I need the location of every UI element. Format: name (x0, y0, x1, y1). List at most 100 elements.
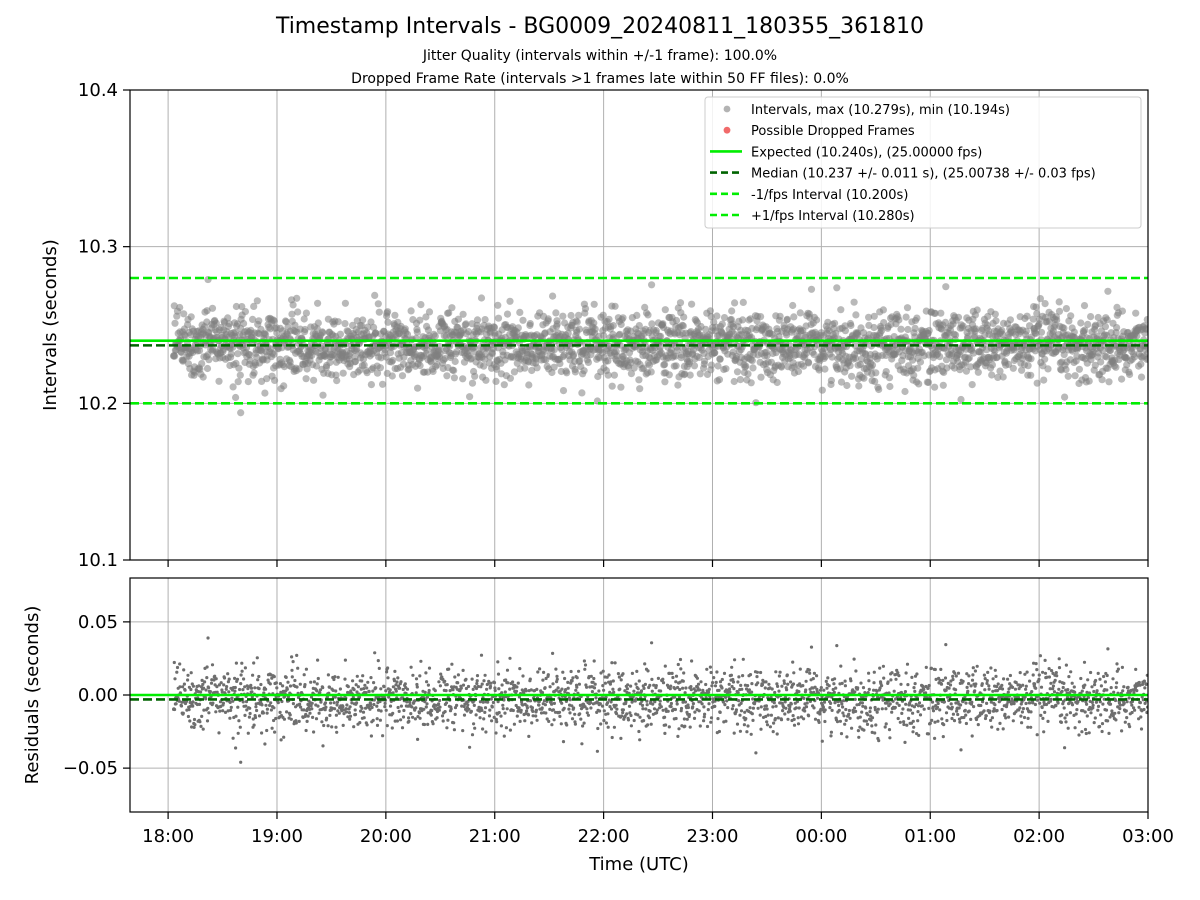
residual-point (901, 707, 905, 711)
residual-point (414, 706, 418, 710)
residual-point (785, 688, 789, 692)
interval-point (1006, 316, 1015, 324)
residual-point (676, 662, 680, 667)
interval-point (334, 318, 342, 326)
residual-point (489, 697, 493, 701)
residual-point (619, 736, 623, 741)
interval-point (1075, 365, 1083, 373)
interval-point (911, 324, 919, 332)
interval-point (860, 374, 868, 382)
residual-point (811, 677, 815, 681)
residual-point (263, 742, 267, 746)
residual-point (248, 706, 252, 710)
residual-point (360, 679, 364, 683)
interval-point (261, 389, 269, 397)
residual-point (274, 681, 278, 685)
residual-point (351, 679, 355, 683)
interval-point (563, 369, 571, 377)
residual-point (273, 730, 277, 734)
residual-point (825, 686, 829, 690)
interval-point (1133, 332, 1141, 340)
interval-point (852, 354, 860, 362)
residual-point (198, 720, 202, 724)
residual-point (817, 720, 821, 725)
residual-point (764, 714, 768, 719)
residual-point (475, 681, 479, 686)
residual-point (205, 719, 210, 723)
residual-point (543, 703, 548, 707)
interval-point (584, 358, 593, 366)
interval-point (924, 378, 933, 386)
residual-point (849, 679, 853, 683)
residual-point (949, 702, 953, 706)
interval-point (680, 313, 688, 321)
residual-point (943, 676, 948, 680)
residual-point (276, 701, 280, 705)
residual-point (723, 703, 727, 707)
residual-point (750, 712, 754, 716)
residual-point (342, 712, 346, 716)
residual-point (929, 666, 934, 670)
residual-point (792, 723, 797, 727)
residual-point (502, 734, 506, 738)
residual-point (836, 700, 840, 704)
residual-point (593, 682, 597, 686)
residual-point (452, 721, 456, 725)
residual-point (348, 705, 352, 709)
interval-point (1132, 309, 1140, 317)
residual-point (598, 709, 602, 713)
residual-point (725, 699, 729, 703)
residual-point (371, 718, 375, 723)
residual-point (391, 685, 395, 689)
residual-point (843, 684, 848, 688)
residual-point (813, 717, 818, 721)
residual-point (492, 681, 497, 685)
interval-point (619, 314, 627, 322)
residual-point (751, 697, 755, 701)
residual-point (483, 706, 488, 710)
interval-point (280, 382, 288, 390)
residual-point (627, 704, 632, 708)
interval-point (815, 366, 823, 374)
interval-point (494, 301, 502, 309)
interval-point (227, 350, 235, 358)
interval-point (882, 368, 890, 376)
residual-point (625, 712, 629, 716)
residual-point (600, 704, 605, 708)
residual-point (425, 680, 429, 684)
residual-point (358, 721, 362, 725)
residual-point (676, 685, 680, 690)
residual-point (674, 680, 678, 684)
residual-point (720, 677, 724, 682)
interval-point (773, 378, 781, 387)
residual-point (481, 727, 485, 731)
residual-point (644, 707, 648, 711)
interval-point (1041, 300, 1049, 308)
interval-point (850, 298, 858, 306)
residual-point (376, 659, 380, 663)
residual-point (906, 683, 910, 687)
residual-point (206, 706, 210, 710)
interval-point (371, 291, 379, 299)
residual-point (566, 686, 570, 690)
residual-point (750, 682, 754, 686)
interval-point (605, 315, 613, 323)
interval-point (225, 320, 233, 328)
interval-point (1142, 325, 1148, 333)
residual-point (970, 678, 975, 682)
residual-point (939, 667, 943, 672)
residual-point (200, 678, 204, 683)
interval-point (1033, 379, 1041, 387)
residual-point (861, 704, 865, 708)
residual-point (293, 678, 297, 683)
residual-point (645, 703, 649, 707)
interval-point (1067, 312, 1075, 320)
residual-point (269, 708, 273, 712)
residual-point (326, 673, 330, 677)
interval-point (681, 370, 689, 378)
interval-point (208, 304, 217, 312)
residual-point (334, 725, 338, 729)
residual-point (969, 684, 973, 688)
residual-point (508, 728, 512, 732)
residual-point (594, 696, 598, 700)
